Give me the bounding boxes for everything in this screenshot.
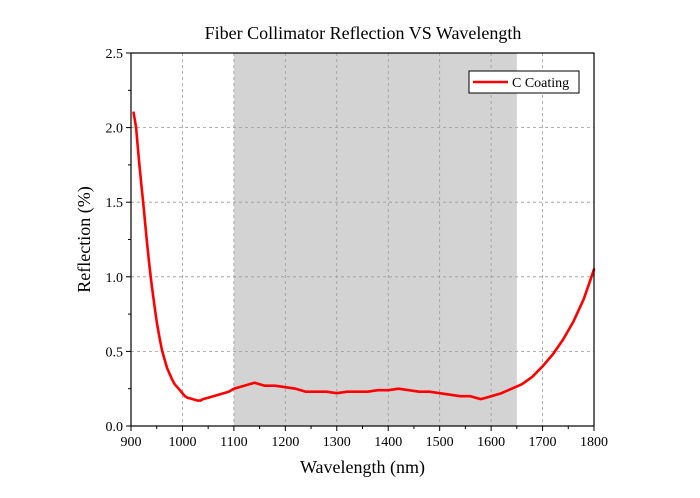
x-tick-label: 1100 [220,435,247,450]
x-tick-label: 1300 [323,435,351,450]
x-tick-label: 1000 [168,435,196,450]
x-tick-label: 1500 [426,435,454,450]
x-tick-label: 1700 [529,435,557,450]
legend-label-c-coating: C Coating [512,76,569,91]
x-tick-label: 1400 [374,435,402,450]
x-axis-title: Wavelength (nm) [300,457,425,478]
y-tick-label: 1.0 [106,271,124,286]
chart-title: Fiber Collimator Reflection VS Wavelengt… [205,23,522,43]
y-tick-label: 1.5 [106,196,124,211]
y-tick-label: 0.5 [106,345,124,360]
x-tick-label: 1600 [477,435,505,450]
y-axis-title: Reflection (%) [74,186,95,292]
plot-area [130,52,596,427]
y-tick-label: 2.0 [106,122,124,137]
series-line-c-coating [132,111,596,402]
highlight-band [233,53,517,426]
y-tick-label: 2.5 [106,47,124,62]
x-tick-label: 1800 [580,435,608,450]
y-axis: 0.0 0.5 1.0 1.5 2.0 2.5 [106,47,131,435]
x-tick-label: 900 [121,435,142,450]
x-tick-label: 1200 [271,435,299,450]
grid [131,53,594,426]
y-tick-label: 0.0 [106,420,124,435]
x-axis: 900 1000 1100 1200 1300 1400 1500 1600 1700 1800 [121,426,608,450]
legend: C Coating [468,70,580,94]
legend-box [468,70,580,94]
